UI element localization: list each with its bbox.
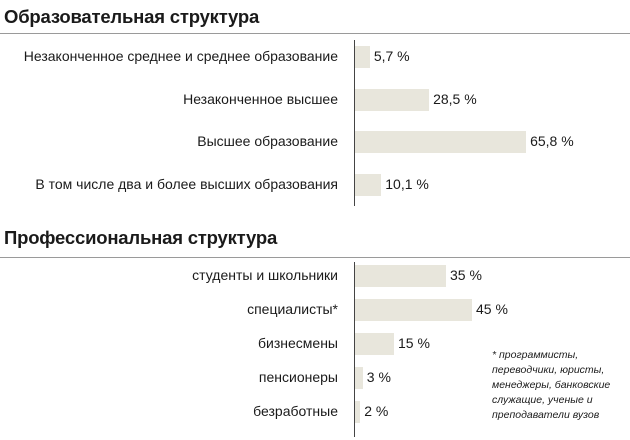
education-bar [355,173,382,196]
education-category-label: Высшее образование [197,133,338,149]
profession-chart-title: Профессиональная структура [4,227,278,248]
education-divider [0,33,630,34]
education-category-label: В том числе два и более высших образован… [35,175,338,192]
education-bar [355,88,430,111]
profession-category-label: студенты и школьники [192,267,338,283]
profession-value-label: 15 % [398,335,430,351]
profession-bar [355,333,394,355]
education-category-label: Незаконченное среднее и среднее образова… [23,48,338,64]
profession-divider [0,257,630,258]
profession-bar [355,401,361,423]
profession-category-label: пенсионеры [258,369,338,385]
profession-footnote: * программисты, переводчики, юристы, мен… [492,349,611,421]
education-bar [355,131,527,153]
education-category-label: Незаконченное высшее [183,90,338,107]
profession-category-label: безработные [253,403,338,419]
profession-category-label: специалисты* [247,301,338,317]
education-chart-title: Образовательная структура [4,6,260,27]
education-value-label: 5,7 % [373,48,410,64]
education-value-label: 10,1 % [385,175,429,192]
profession-value-label: 3 % [366,369,391,385]
profession-value-label: 45 % [476,301,508,317]
education-value-label: 28,5 % [433,90,477,107]
profession-bar [355,367,363,389]
education-bar [355,46,370,68]
profession-bar [355,265,446,287]
profession-value-label: 2 % [364,403,389,419]
profession-value-label: 35 % [450,267,482,283]
profession-bar [355,299,472,321]
profession-axis [354,262,355,437]
profession-category-label: бизнесмены [258,335,338,351]
education-axis [354,40,355,206]
education-value-label: 65,8 % [530,133,574,149]
